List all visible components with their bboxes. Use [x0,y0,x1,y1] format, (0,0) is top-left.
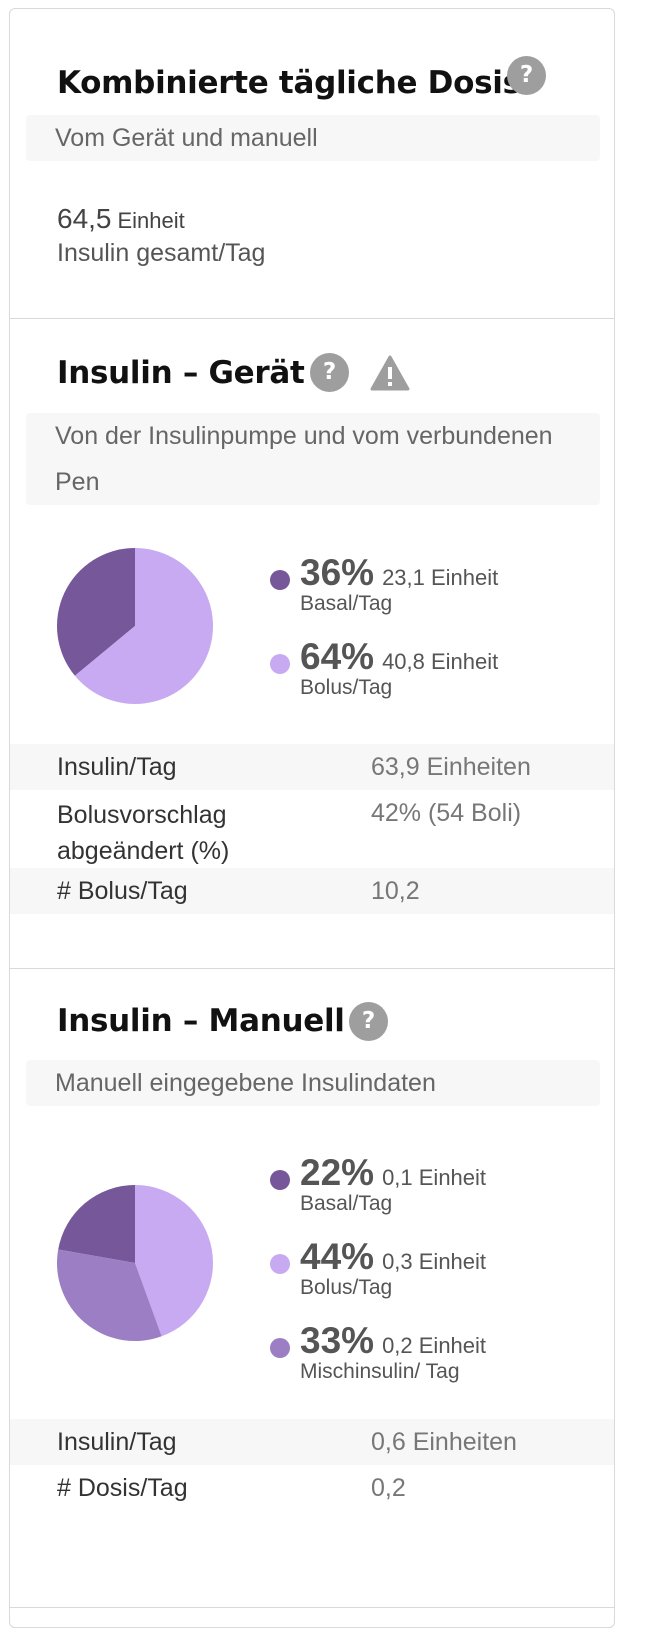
table-row: # Dosis/Tag 0,2 [10,1465,614,1511]
row-value: 0,2 [371,1474,406,1502]
device-pie-chart [57,548,213,704]
legend-dot [270,1338,290,1358]
legend-label: Mischinsulin/ Tag [300,1360,460,1383]
row-key: # Dosis/Tag [57,1474,188,1502]
combined-total-unit: Einheit [117,208,185,233]
table-row: Insulin/Tag 0,6 Einheiten [10,1419,614,1465]
legend-dot [270,1254,290,1274]
table-row: Bolusvorschlag abgeändert (%) 42% (54 Bo… [10,790,614,868]
legend-percent: 44% [300,1236,375,1277]
manual-pie-chart [57,1185,213,1341]
pie-slice-bolus [135,1185,213,1337]
legend-dot [270,654,290,674]
row-key: # Bolus/Tag [57,877,188,905]
insulin-summary-card: Kombinierte tägliche Dosis ? Vom Gerät u… [9,8,615,1628]
legend-units: 0,2 Einheit [382,1333,487,1358]
row-value: 10,2 [371,877,420,905]
combined-total-label: Insulin gesamt/Tag [57,239,266,267]
warning-icon[interactable] [370,355,410,391]
combined-title: Kombinierte tägliche Dosis [57,65,521,101]
legend-units: 23,1 Einheit [382,565,499,590]
row-key: Insulin/Tag [57,753,177,781]
row-key: Bolusvorschlag abgeändert (%) [57,801,230,865]
help-icon[interactable]: ? [310,353,349,392]
device-subtitle: Von der Insulinpumpe und vom verbundenen… [26,413,600,505]
legend-label: Bolus/Tag [300,676,393,699]
pie-slice-basal [57,548,136,676]
section-divider [10,318,614,319]
legend-label: Basal/Tag [300,1192,393,1215]
legend-label: Basal/Tag [300,592,393,615]
legend-percent: 22% [300,1152,375,1193]
combined-total-value: 64,5 [57,203,112,234]
row-value: 42% (54 Boli) [371,799,522,827]
help-icon[interactable]: ? [349,1002,388,1041]
legend-units: 0,1 Einheit [382,1165,487,1190]
manual-title: Insulin – Manuell [57,1003,345,1039]
combined-total: 64,5 Einheit [57,203,185,235]
table-row: Insulin/Tag 63,9 Einheiten [10,744,614,790]
legend-units: 0,3 Einheit [382,1249,487,1274]
help-icon[interactable]: ? [507,56,546,95]
row-value: 0,6 Einheiten [371,1428,517,1456]
legend-percent: 33% [300,1320,375,1361]
pie-slice-basal [58,1185,135,1263]
manual-subtitle: Manuell eingegebene Insulindaten [26,1060,600,1106]
legend-dot [270,1170,290,1190]
section-divider [10,968,614,969]
legend-units: 40,8 Einheit [382,649,499,674]
row-key: Insulin/Tag [57,1428,177,1456]
legend-label: Bolus/Tag [300,1276,393,1299]
legend-dot [270,570,290,590]
device-title: Insulin – Gerät [57,355,305,391]
legend-percent: 64% [300,636,375,677]
pie-slice-mixed [57,1249,162,1341]
legend-percent: 36% [300,552,375,593]
combined-subtitle: Vom Gerät und manuell [26,115,600,161]
row-value: 63,9 Einheiten [371,753,531,781]
pie-slice-bolus [74,548,213,704]
table-row: # Bolus/Tag 10,2 [10,868,614,914]
